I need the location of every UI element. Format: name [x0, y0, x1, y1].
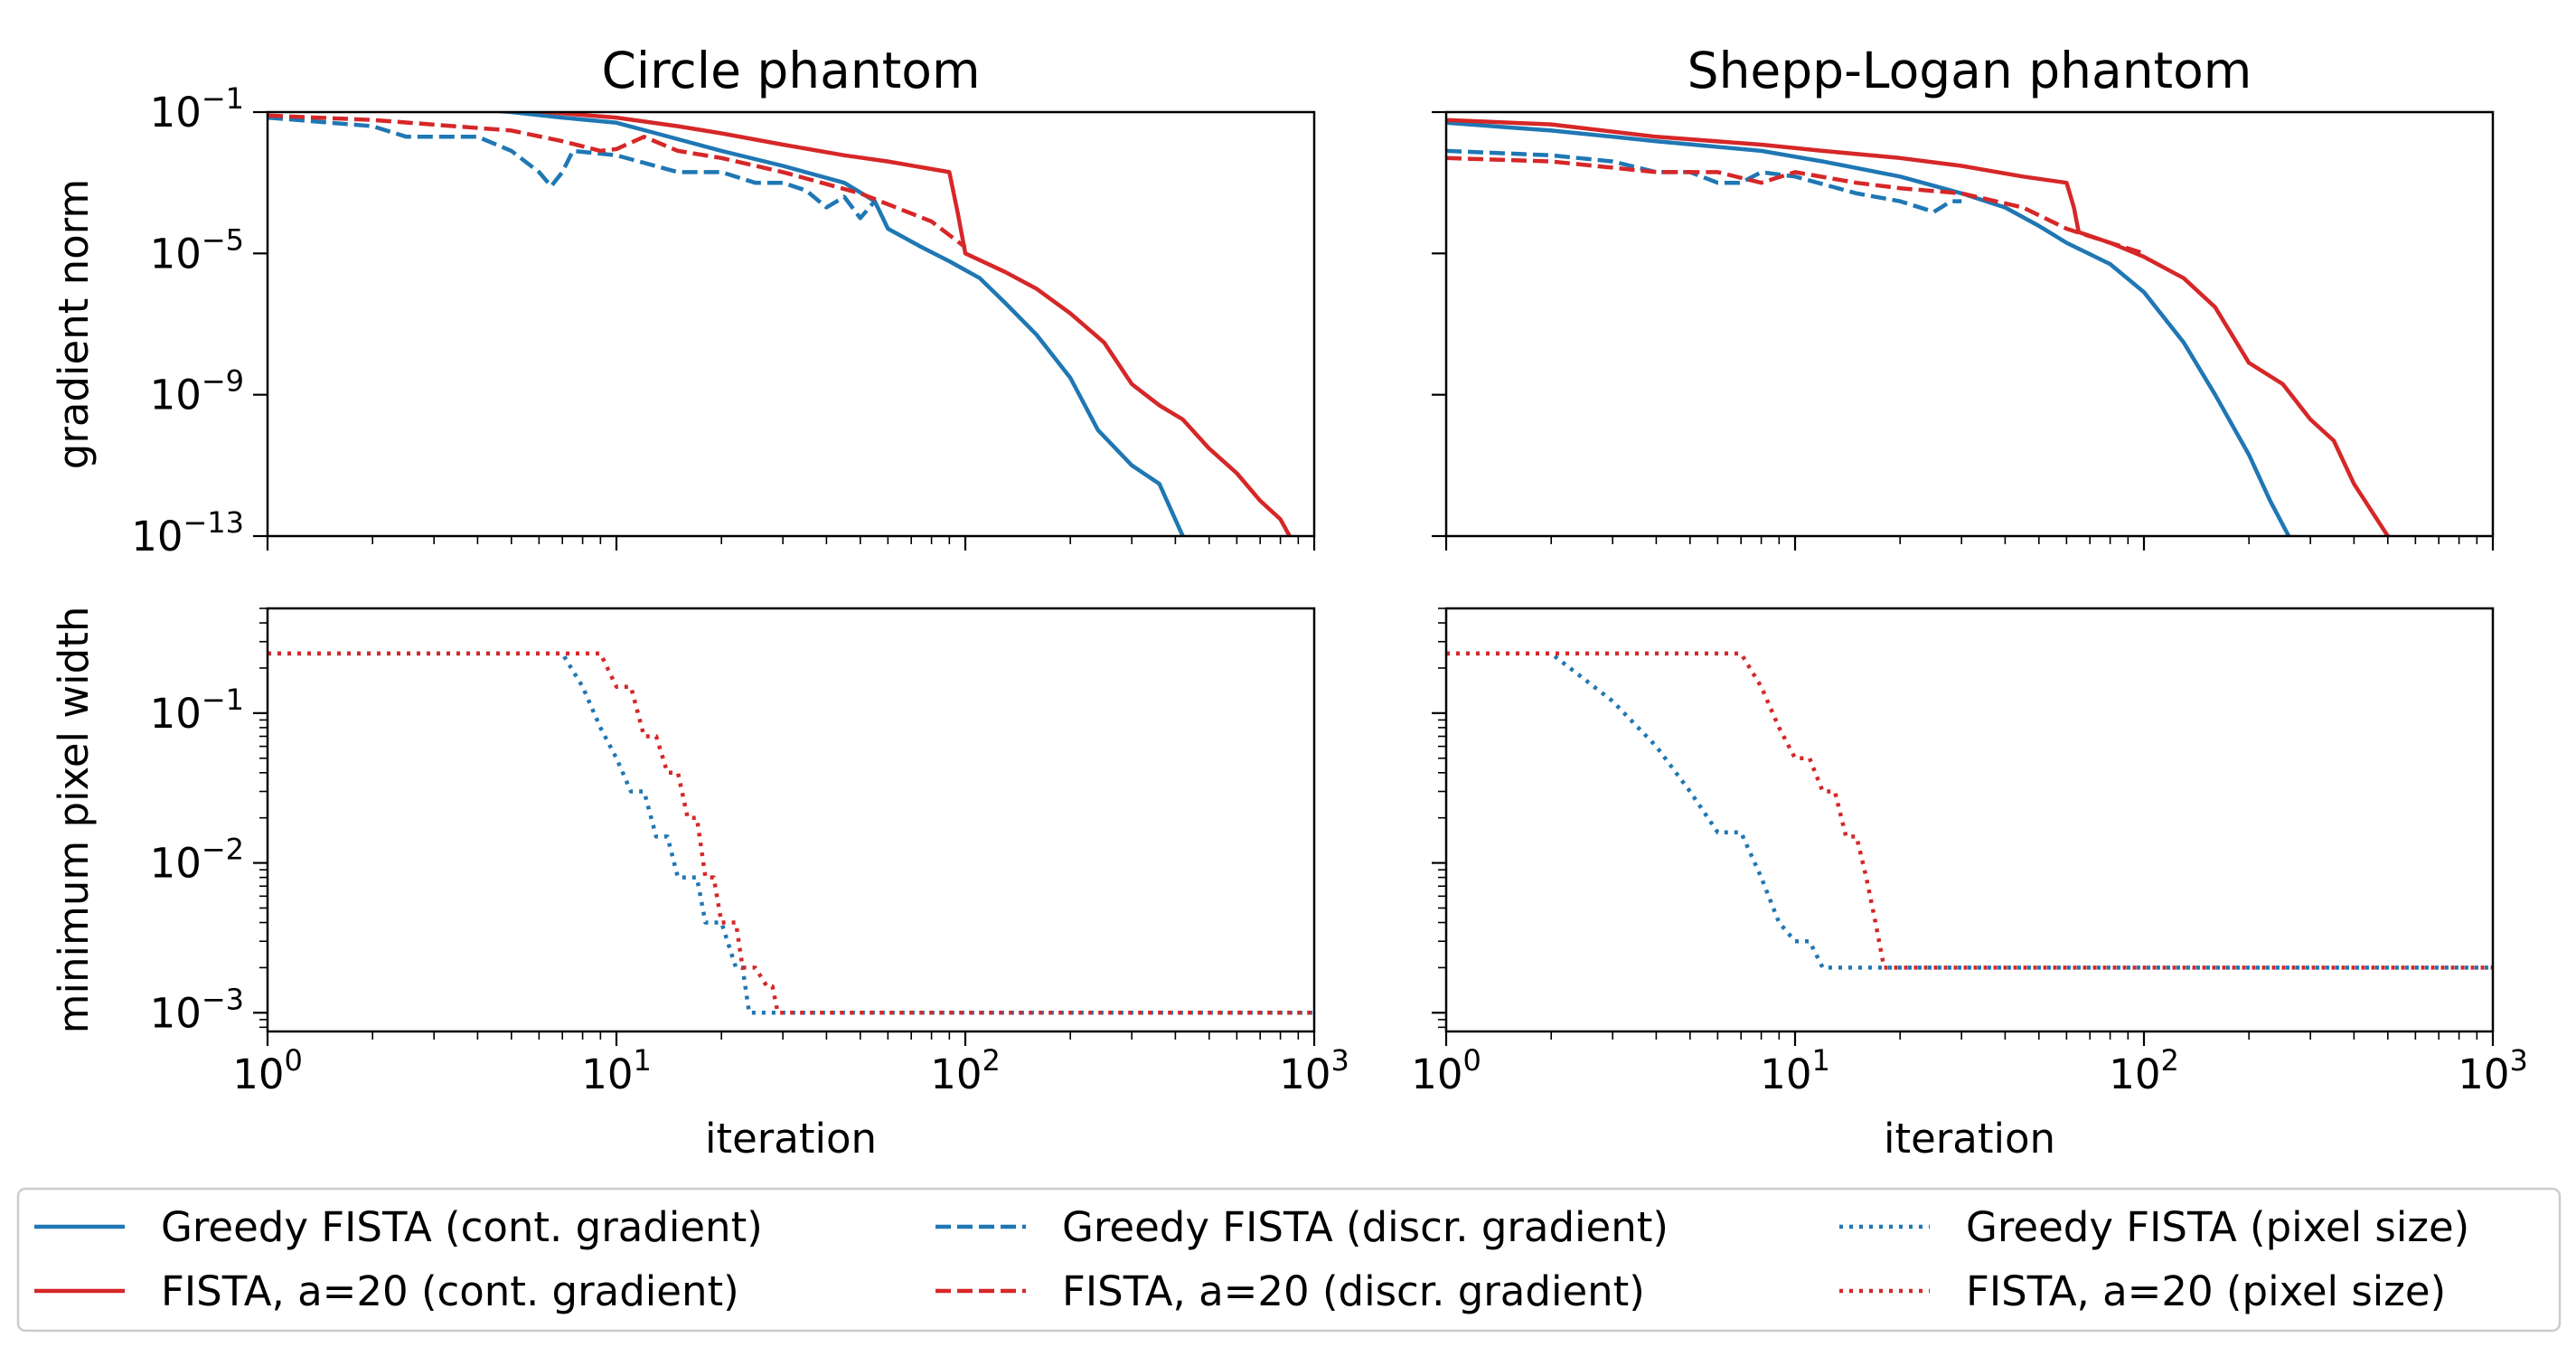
y-tick-label: 10−9: [150, 364, 244, 419]
x-tick-label: 103: [1279, 1043, 1349, 1098]
legend-entry: Greedy FISTA (discr. gradient): [935, 1203, 1669, 1251]
legend-label: Greedy FISTA (discr. gradient): [1062, 1203, 1669, 1251]
x-axis-label: iteration: [1884, 1115, 2055, 1163]
legend-entry: Greedy FISTA (cont. gradient): [34, 1203, 763, 1251]
panel-bottom-left: 100 101 102 103 10−1 10−2 10−3 iteration minimum…: [50, 607, 1349, 1163]
series-line-top-left-fista-dashed: [268, 113, 967, 250]
series-line-bottom-right-greedy-dotted: [1446, 651, 2493, 970]
legend-frame: [16, 1187, 2562, 1332]
x-tick-label: 102: [930, 1043, 1001, 1098]
legend-entry: Greedy FISTA (pixel size): [1839, 1203, 2469, 1251]
x-tick-label: 100: [1411, 1043, 1481, 1098]
series-line-top-right-fista-dashed: [1446, 155, 2145, 256]
legend-label: FISTA, a=20 (cont. gradient): [161, 1267, 739, 1315]
x-axis-label: iteration: [705, 1115, 877, 1163]
series-line-top-right-greedy-dashed: [1446, 148, 1962, 214]
axes-frame: [1444, 607, 2495, 1033]
legend: Greedy FISTA (cont. gradient) FISTA, a=20…: [16, 1187, 2562, 1332]
legend-entry: FISTA, a=20 (pixel size): [1839, 1267, 2446, 1315]
axes-frame: [1444, 110, 2495, 538]
y-axis-label: gradient norm: [50, 179, 98, 469]
y-tick-label: 10−5: [150, 222, 244, 278]
y-tick-label: 10−1: [150, 683, 244, 738]
legend-entry: FISTA, a=20 (cont. gradient): [34, 1267, 739, 1315]
series-line-bottom-right-fista-dotted: [1446, 651, 2493, 970]
legend-label: Greedy FISTA (cont. gradient): [161, 1203, 763, 1251]
axes-frame: [266, 110, 1316, 538]
series-line-top-right-greedy-solid: [1446, 120, 2291, 536]
panel-title: Shepp-Logan phantom: [1688, 42, 2252, 99]
x-tick-label: 101: [1760, 1043, 1830, 1098]
x-tick-label: 103: [2458, 1043, 2528, 1098]
x-tick-label: 100: [232, 1043, 303, 1098]
legend-label: FISTA, a=20 (discr. gradient): [1062, 1267, 1645, 1315]
series-line-bottom-left-greedy-dotted: [268, 651, 1314, 1015]
y-tick-label: 10−2: [150, 833, 244, 888]
panel-top-left: 10−1 10−5 10−9 10−13 Circle phantom gradient …: [50, 42, 1316, 560]
series-line-top-left-fista-solid: [521, 112, 1292, 536]
panel-bottom-right: 100 101 102 103 iteration: [1411, 607, 2528, 1163]
panel-top-right: Shepp-Logan phantom: [1432, 42, 2495, 551]
x-tick-label: 101: [581, 1043, 652, 1098]
series-line-top-left-greedy-dashed: [268, 115, 877, 221]
series-line-bottom-left-fista-dotted: [268, 651, 1314, 1015]
legend-entry: FISTA, a=20 (discr. gradient): [935, 1267, 1645, 1315]
axes-frame: [266, 607, 1316, 1033]
x-tick-label: 102: [2109, 1043, 2179, 1098]
y-axis-label: minimum pixel width: [50, 607, 98, 1034]
y-tick-label: 10−13: [131, 505, 244, 560]
legend-label: Greedy FISTA (pixel size): [1966, 1203, 2469, 1251]
legend-label: FISTA, a=20 (pixel size): [1966, 1267, 2446, 1315]
y-tick-label: 10−1: [150, 81, 244, 137]
series-line-top-left-greedy-solid: [484, 112, 1185, 536]
y-tick-label: 10−3: [150, 982, 244, 1037]
panel-title: Circle phantom: [601, 42, 980, 99]
